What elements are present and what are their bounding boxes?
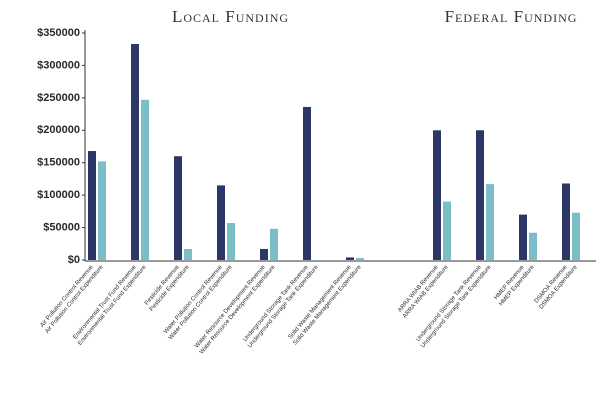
bar — [260, 248, 268, 260]
x-tick-label: Solid Waste Management Expenditure — [292, 264, 363, 347]
panel-title: Local Funding — [172, 7, 289, 26]
bar — [217, 185, 225, 260]
bar — [141, 99, 149, 260]
bar — [184, 248, 192, 260]
y-tick-label: $200000 — [37, 124, 80, 136]
bar — [519, 214, 527, 260]
bar — [131, 44, 139, 261]
y-tick-label: $50000 — [43, 221, 80, 233]
bar — [174, 156, 182, 260]
bar — [572, 212, 580, 260]
bar — [476, 130, 484, 260]
bar — [346, 257, 354, 260]
bar — [433, 130, 441, 260]
panel-title: Federal Funding — [445, 7, 578, 26]
x-tick-label: ARRA WIAB Revenue — [397, 264, 440, 314]
bar — [562, 183, 570, 260]
y-tick-label: $250000 — [37, 92, 80, 104]
bar — [303, 106, 311, 261]
bar — [270, 228, 278, 260]
bar — [529, 232, 537, 260]
bar — [356, 258, 364, 260]
bar — [88, 151, 96, 260]
y-tick-label: $300000 — [37, 59, 80, 71]
y-tick-label: $150000 — [37, 157, 80, 169]
bar — [486, 184, 494, 260]
y-tick-label: $350000 — [37, 27, 80, 39]
bar — [443, 201, 451, 260]
y-tick-label: $0 — [68, 254, 80, 266]
bar — [98, 161, 106, 260]
bar — [227, 223, 235, 260]
y-tick-label: $100000 — [37, 189, 80, 201]
